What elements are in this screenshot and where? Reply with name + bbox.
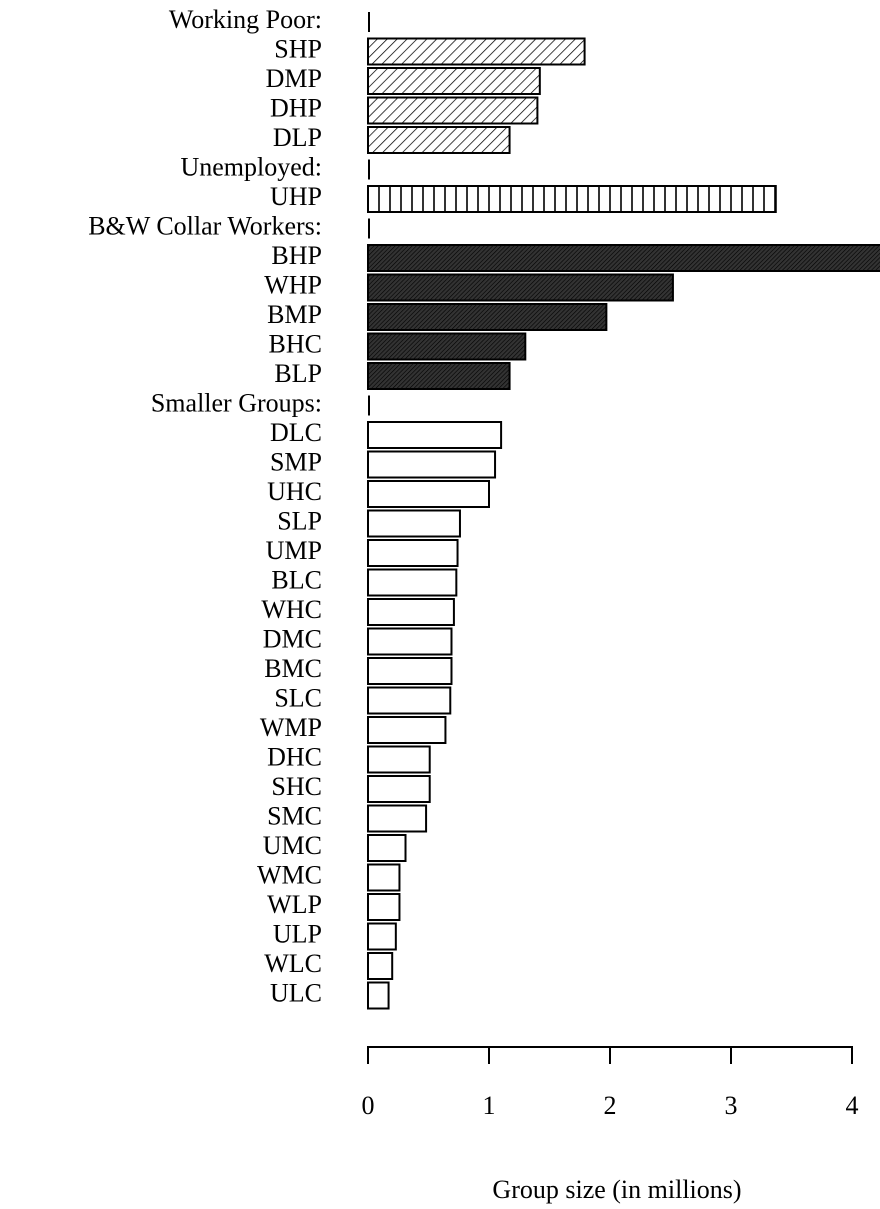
bar <box>367 67 541 95</box>
y-tick-label: ULC <box>270 978 322 1007</box>
y-tick-label: WMC <box>257 860 322 889</box>
bar <box>367 804 428 833</box>
bar <box>367 450 497 479</box>
bar <box>367 421 503 449</box>
bar <box>367 568 458 597</box>
y-tick-label: BHC <box>269 329 322 358</box>
group-label: Smaller Groups: <box>151 388 322 417</box>
bar <box>367 657 453 685</box>
y-tick-label: UHP <box>270 182 322 211</box>
y-tick-label: SMP <box>270 447 322 476</box>
bar <box>367 952 394 980</box>
bar <box>367 37 586 66</box>
y-tick-label: BLC <box>271 565 322 594</box>
bar <box>367 303 608 331</box>
y-tick-label: SMC <box>267 801 322 830</box>
y-tick-label: SHC <box>271 772 322 801</box>
y-tick-label: UHC <box>267 477 322 506</box>
y-tick-label: ULP <box>273 919 322 948</box>
bar <box>367 539 459 567</box>
y-tick-label: WMP <box>260 713 322 742</box>
y-tick-label: UMC <box>263 831 322 860</box>
bar <box>367 126 511 154</box>
y-tick-label: DMC <box>263 624 322 653</box>
y-tick-label: DHC <box>267 742 322 771</box>
y-tick-label: WHP <box>264 270 322 299</box>
y-tick-label: BMC <box>264 654 322 683</box>
y-tick-label: BLP <box>274 359 322 388</box>
bar <box>367 716 447 744</box>
y-tick-label: UMP <box>266 536 322 565</box>
group-label: Working Poor: <box>169 5 322 34</box>
y-tick-label: WLC <box>264 949 322 978</box>
y-tick-label: SHP <box>274 34 322 63</box>
group-label: Unemployed: <box>180 152 322 181</box>
y-tick-label: SLC <box>274 683 322 712</box>
bar <box>367 598 455 626</box>
y-tick-label: BHP <box>271 241 322 270</box>
bar <box>367 332 527 361</box>
bar <box>367 273 674 302</box>
group-label: B&W Collar Workers: <box>88 211 322 240</box>
x-tick-label: 4 <box>846 1091 859 1120</box>
y-tick-label: SLP <box>277 506 322 535</box>
y-tick-label: DLP <box>273 123 322 152</box>
bar <box>367 922 397 951</box>
x-tick-label: 1 <box>483 1091 496 1120</box>
bar <box>367 834 407 862</box>
y-tick-label: DMP <box>266 64 322 93</box>
y-tick-label: BMP <box>267 300 322 329</box>
x-tick-label: 0 <box>362 1091 375 1120</box>
bar <box>367 893 401 921</box>
y-tick-label: WHC <box>261 595 322 624</box>
y-tick-label: WLP <box>267 890 322 919</box>
x-axis-title: Group size (in millions) <box>492 1175 741 1204</box>
y-tick-label: DHP <box>270 93 322 122</box>
bar <box>367 863 401 892</box>
bar <box>367 509 461 538</box>
x-tick-label: 3 <box>725 1091 738 1120</box>
bar <box>367 96 539 125</box>
bar <box>367 480 490 508</box>
bar <box>367 362 511 390</box>
x-tick-label: 2 <box>604 1091 617 1120</box>
bar <box>367 745 431 774</box>
bar <box>367 981 390 1010</box>
bar <box>367 686 452 715</box>
bar <box>367 244 880 272</box>
y-tick-label: DLC <box>270 418 322 447</box>
bar <box>367 185 777 213</box>
bar <box>367 775 431 803</box>
bar <box>367 627 453 656</box>
